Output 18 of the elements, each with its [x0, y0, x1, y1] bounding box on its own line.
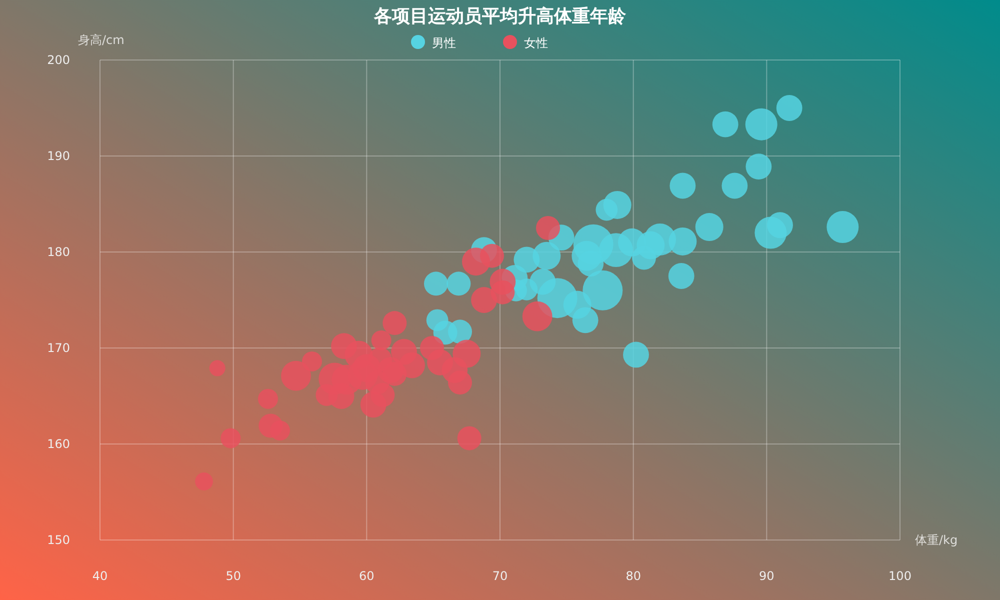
x-tick-label: 90 [759, 569, 774, 583]
legend-label: 男性 [432, 36, 456, 50]
x-tick-label: 40 [92, 569, 108, 583]
y-axis-title: 身高/cm [78, 33, 124, 47]
x-tick-label: 100 [888, 569, 912, 583]
x-tick-label: 70 [492, 569, 508, 583]
x-tick-label: 60 [359, 569, 374, 583]
legend-label: 女性 [524, 36, 548, 50]
y-tick-label: 190 [47, 149, 70, 163]
y-tick-label: 170 [47, 341, 70, 355]
x-axis-title: 体重/kg [915, 533, 958, 547]
y-tick-label: 150 [47, 533, 70, 547]
y-tick-label: 200 [47, 53, 70, 67]
x-tick-label: 80 [626, 569, 641, 583]
chart-title: 各项目运动员平均升高体重年龄 [373, 6, 627, 27]
y-tick-label: 180 [47, 245, 70, 259]
x-tick-label: 50 [226, 569, 241, 583]
y-tick-label: 160 [47, 437, 70, 451]
